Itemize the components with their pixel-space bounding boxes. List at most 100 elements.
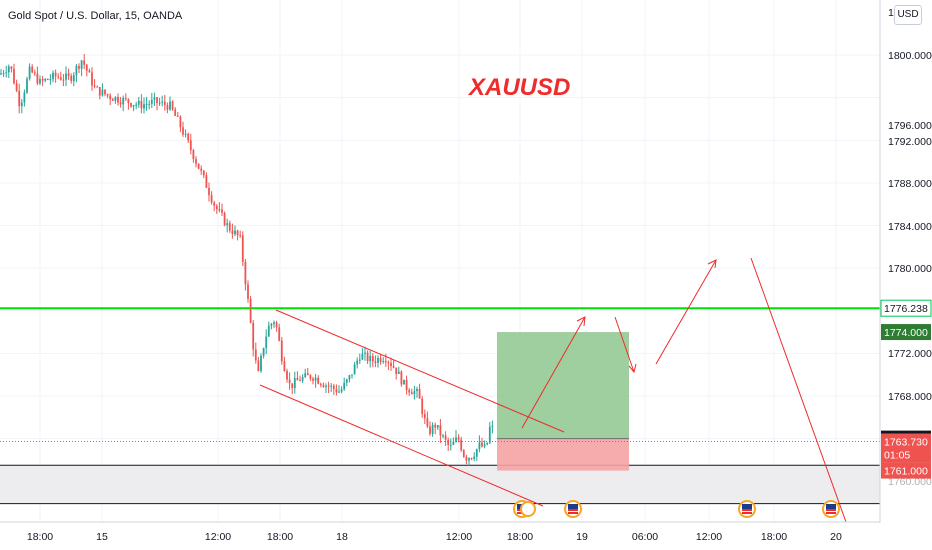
candle-body — [83, 60, 86, 65]
candle-body — [54, 72, 57, 77]
candle-body — [481, 442, 483, 447]
candle-body — [252, 322, 255, 350]
economic-event-flag[interactable] — [822, 500, 840, 518]
time-tick: 18:00 — [27, 531, 53, 543]
candle-body — [239, 235, 242, 237]
projection-arrows[interactable] — [521, 257, 847, 523]
candle-body — [356, 360, 359, 365]
candle-body — [491, 425, 494, 427]
candle-body — [449, 444, 452, 446]
arrow-down-2 — [750, 257, 847, 523]
candle-body — [15, 83, 18, 91]
candle-body — [301, 376, 304, 381]
channel-upper-line[interactable] — [275, 309, 565, 433]
candle-body — [364, 352, 366, 354]
candle-body — [442, 435, 444, 437]
candle-body — [171, 101, 174, 110]
candle-body — [130, 103, 132, 107]
arrow-up-2 — [655, 259, 717, 365]
candle-body — [166, 105, 169, 110]
time-tick: 18:00 — [507, 531, 533, 543]
candle-body — [371, 355, 374, 362]
price-tags: 1776.2381774.0001764.0001763.73001:05176… — [880, 299, 932, 479]
candle-body — [403, 379, 405, 385]
candle-body — [65, 73, 67, 80]
candle-body — [405, 379, 408, 390]
candle-body — [351, 374, 353, 376]
economic-event-flag[interactable] — [564, 500, 582, 518]
candle-body — [158, 102, 161, 104]
time-tick: 12:00 — [446, 531, 472, 543]
candle-body — [397, 371, 400, 374]
profit-zone[interactable] — [497, 332, 629, 439]
candle-body — [431, 424, 434, 434]
price-tick: 1800.000 — [888, 50, 932, 62]
candle-body — [62, 79, 65, 81]
price-tag: 1761.000 — [881, 462, 931, 479]
price-tag: 01:05 — [881, 446, 931, 463]
candle-body — [265, 336, 268, 349]
candle-body — [392, 366, 395, 368]
candle-body — [218, 209, 221, 211]
candle-body — [366, 352, 369, 362]
candle-body — [192, 150, 195, 160]
candle-body — [52, 72, 54, 80]
candle-body — [70, 75, 73, 82]
price-axis-labels: 18 1800.000 1796.000 1792.000 1788.000 1… — [888, 7, 932, 488]
candle-body — [174, 109, 177, 116]
time-tick: 12:00 — [205, 531, 231, 543]
loss-zone[interactable] — [497, 438, 629, 471]
candle-body — [39, 79, 41, 84]
candle-body — [153, 97, 156, 100]
price-tick-partial-bottom: 1760.000 — [888, 476, 932, 488]
candle-body — [299, 380, 301, 382]
candle-body — [0, 73, 2, 75]
plot-area[interactable] — [0, 0, 880, 522]
time-tick: 20 — [830, 531, 842, 543]
candle-body — [36, 73, 39, 84]
price-tag: 1776.238 — [880, 299, 932, 317]
candle-body — [75, 65, 78, 76]
event-markers[interactable] — [513, 500, 840, 518]
candle-body — [72, 75, 75, 82]
economic-event-flag[interactable] — [738, 500, 756, 518]
candle-body — [457, 437, 460, 440]
candle-body — [280, 340, 283, 362]
candle-body — [421, 398, 424, 414]
arrow-up-1-head — [576, 316, 586, 327]
price-tick: 1784.000 — [888, 221, 932, 233]
candle-body — [18, 90, 21, 107]
channel-lower-line[interactable] — [259, 384, 544, 507]
price-tick: 1768.000 — [888, 391, 932, 403]
candle-body — [447, 439, 450, 445]
candle-body — [452, 441, 455, 445]
currency-selector[interactable]: USD — [894, 5, 922, 25]
time-axis[interactable] — [0, 523, 932, 550]
candle-body — [221, 209, 223, 213]
candle-body — [249, 298, 252, 323]
candle-body — [111, 99, 114, 101]
candle-body — [119, 102, 122, 105]
candle-body — [184, 133, 187, 135]
candle-body — [400, 371, 403, 385]
candle-body — [10, 66, 13, 69]
candle-body — [7, 66, 10, 73]
candle-body — [436, 425, 439, 428]
candle-body — [465, 456, 468, 461]
candle-body — [470, 458, 473, 460]
price-tag: 1763.730 — [881, 433, 931, 450]
candle-body — [114, 96, 117, 101]
candle-body — [348, 375, 351, 380]
economic-event-flag[interactable] — [520, 501, 536, 517]
candle-body — [169, 101, 171, 110]
candle-body — [205, 175, 208, 188]
candle-body — [80, 60, 83, 69]
candle-body — [460, 439, 463, 451]
candle-body — [317, 377, 320, 384]
candle-body — [176, 115, 179, 117]
candle-body — [33, 72, 36, 74]
candle-body — [223, 212, 226, 226]
candle-body — [327, 385, 330, 387]
candle-body — [369, 355, 372, 362]
